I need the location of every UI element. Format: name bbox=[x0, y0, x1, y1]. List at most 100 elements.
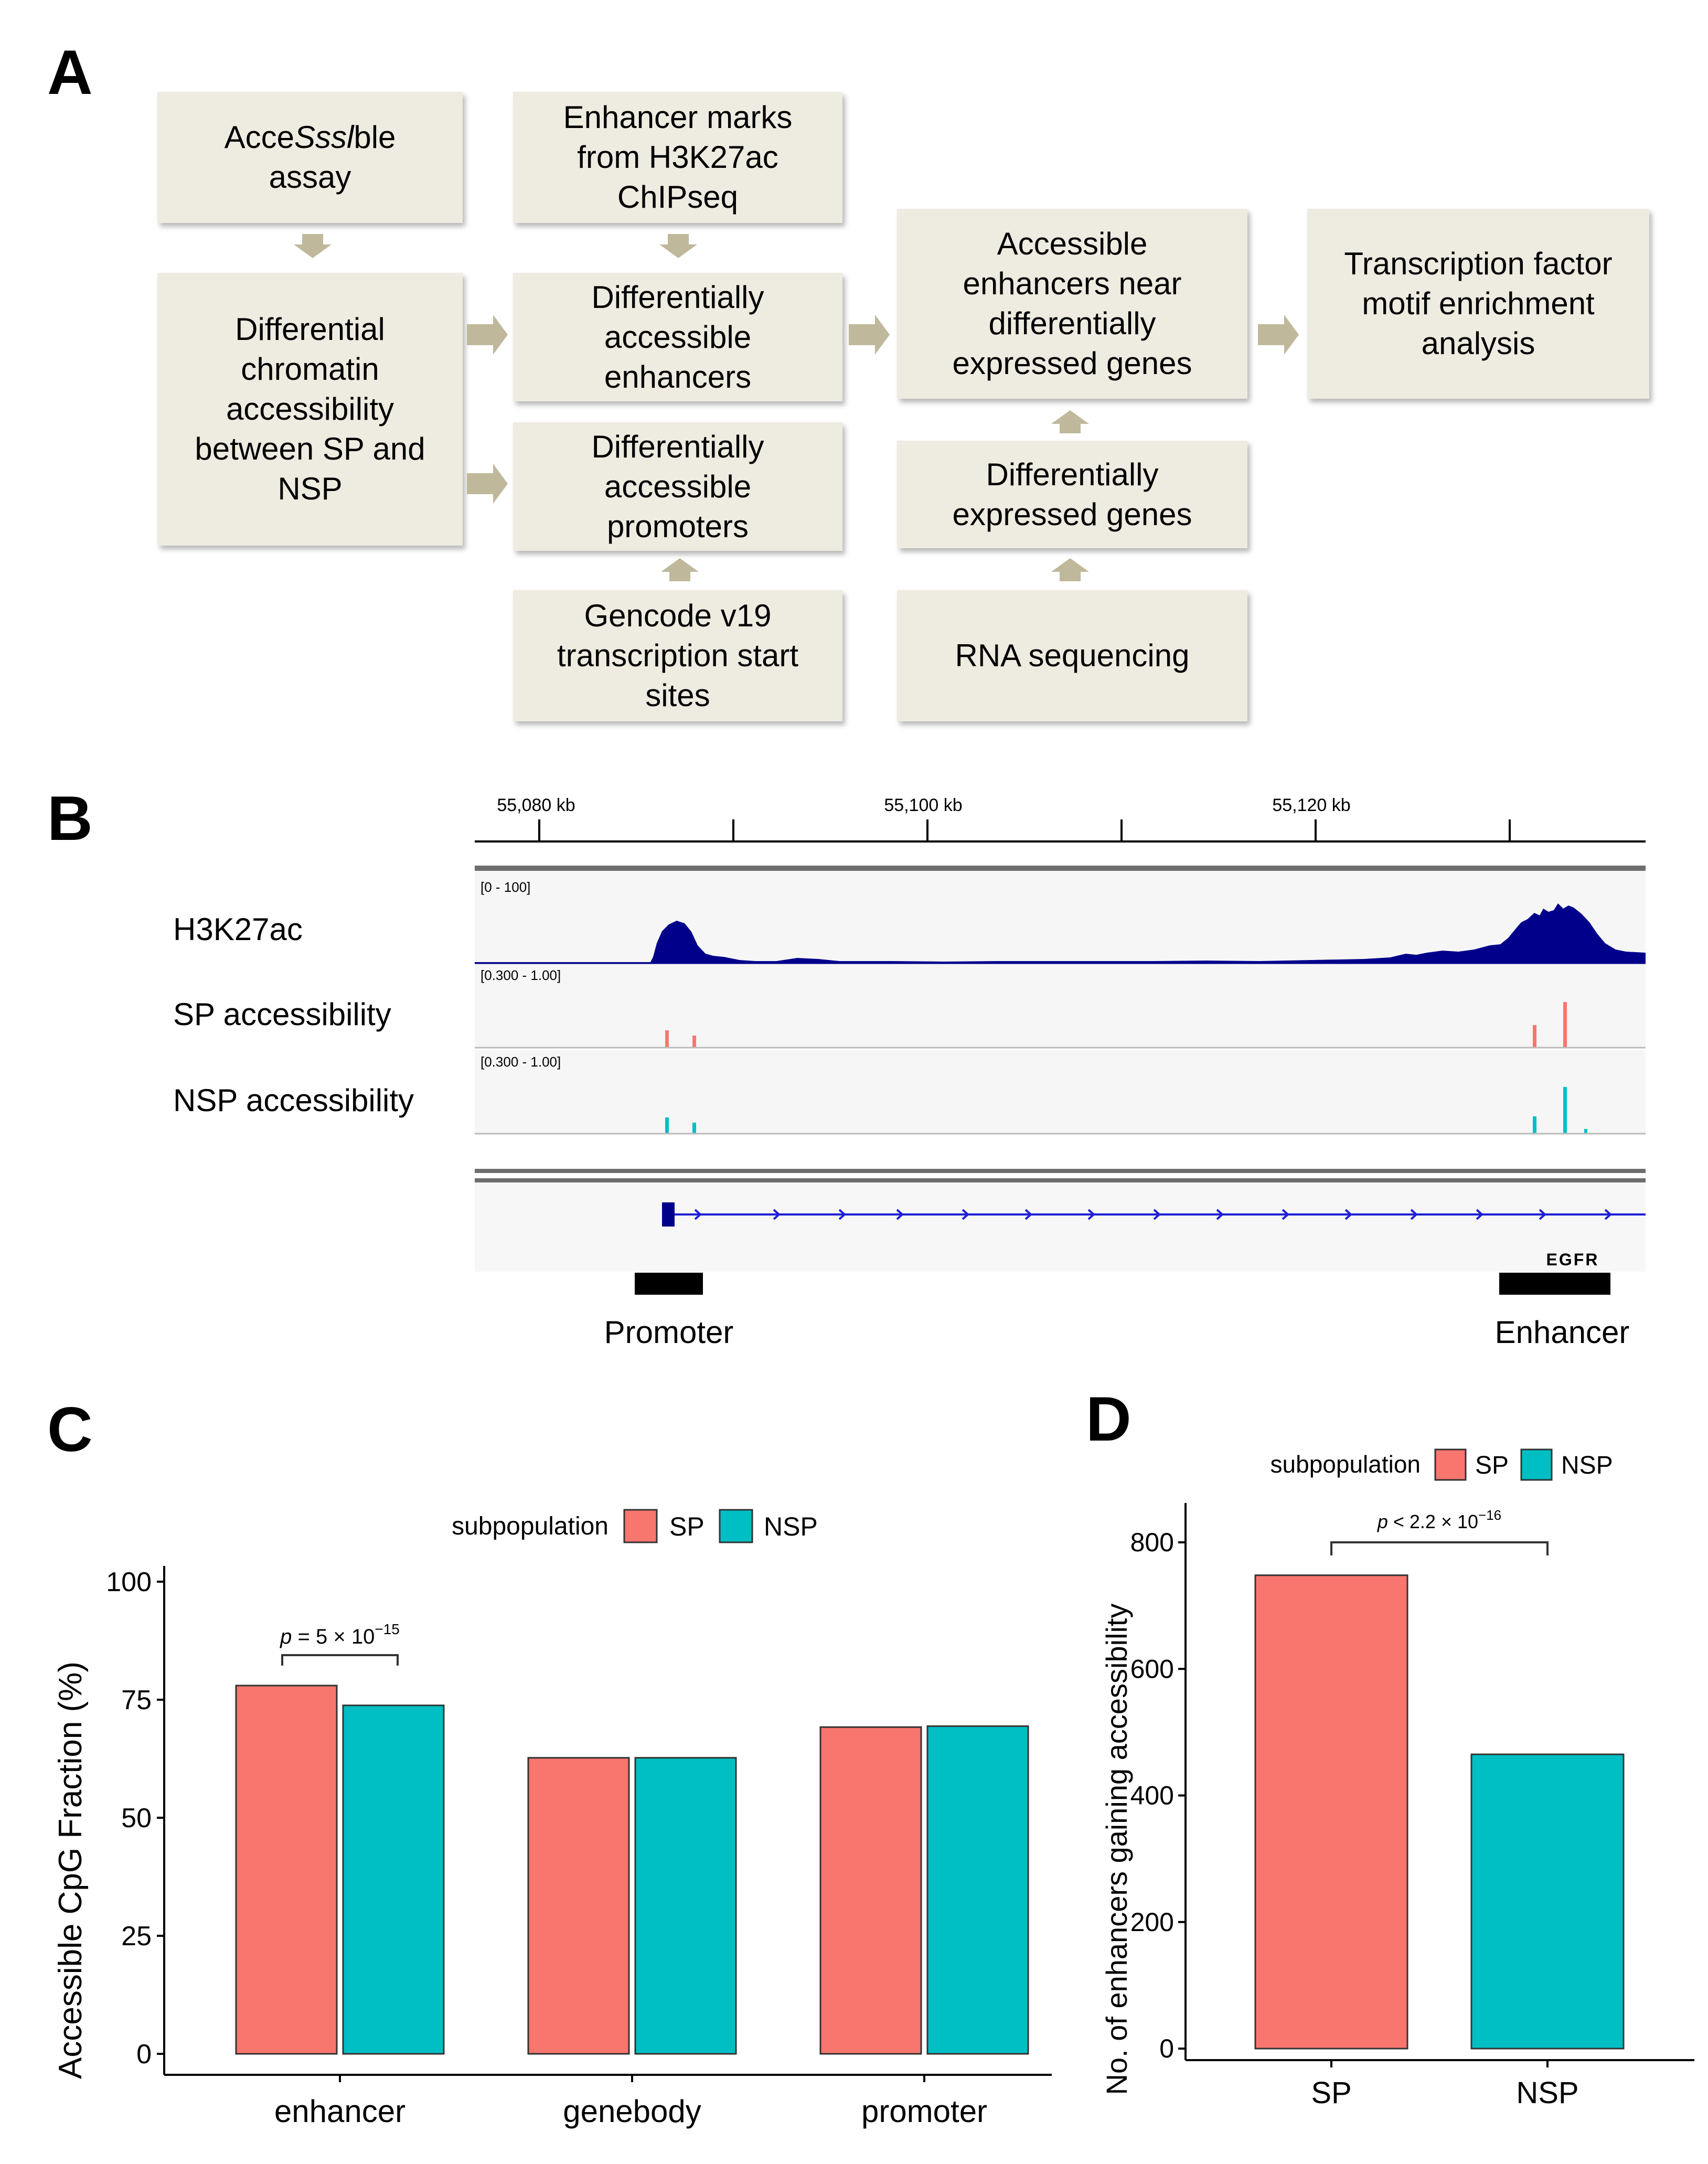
bar-promoter-nsp bbox=[926, 1725, 1029, 2055]
chevron-right-icon bbox=[838, 1209, 846, 1220]
flow-box-diff-promoters: Differentially accessible promoters bbox=[513, 422, 842, 551]
y-tick-label: 400 bbox=[1130, 1781, 1174, 1810]
flow-line: accessible bbox=[604, 468, 752, 504]
chevron-right-icon bbox=[1282, 1209, 1289, 1220]
flow-line: accessible bbox=[604, 319, 752, 355]
flow-box-gencode: Gencode v19 transcription start sites bbox=[513, 590, 842, 721]
chevron-right-icon bbox=[1539, 1209, 1546, 1220]
flow-box-motif: Transcription factor motif enrichment an… bbox=[1307, 209, 1649, 399]
legend-label-nsp: NSP bbox=[764, 1512, 818, 1541]
significance-label: p < 2.2 × 10−16 bbox=[1377, 1507, 1501, 1532]
track-label-nsp: NSP accessibility bbox=[173, 1083, 414, 1118]
bar-promoter-sp bbox=[819, 1726, 922, 2055]
flow-line: expressed genes bbox=[952, 346, 1192, 381]
y-tick-label: 100 bbox=[106, 1567, 152, 1597]
ruler-label: 55,080 kb bbox=[497, 795, 575, 815]
nsp-peak bbox=[1533, 1116, 1536, 1133]
arrow-right-icon bbox=[467, 315, 508, 355]
enhancer-label: Enhancer bbox=[1495, 1315, 1630, 1350]
arrow-up-icon bbox=[661, 558, 699, 581]
significance-bracket bbox=[1330, 1541, 1549, 1555]
gene-track-bg bbox=[475, 1182, 1646, 1272]
legend-label-sp: SP bbox=[669, 1512, 704, 1541]
legend-label-sp: SP bbox=[1475, 1452, 1509, 1479]
legend-swatch-sp bbox=[1434, 1448, 1467, 1481]
panel-letter-d: D bbox=[1086, 1384, 1131, 1454]
legend-swatch-nsp bbox=[719, 1509, 753, 1543]
chevron-right-icon bbox=[896, 1209, 904, 1220]
arrow-down-icon bbox=[659, 234, 697, 258]
y-axis-label: Accessible CpG Fraction (%) bbox=[52, 1661, 89, 2079]
bar-sp bbox=[1254, 1574, 1408, 2050]
flow-line: Differential bbox=[235, 312, 385, 347]
bar-genebody-nsp bbox=[634, 1757, 737, 2055]
bar-enhancer-sp bbox=[235, 1685, 338, 2055]
legend-swatch-nsp bbox=[1520, 1448, 1553, 1481]
flow-line: enhancers bbox=[604, 359, 752, 395]
chevron-right-icon bbox=[1476, 1209, 1483, 1220]
chevron-right-icon bbox=[1087, 1209, 1095, 1220]
accessible-part: ble bbox=[354, 120, 396, 155]
accessible-italic-part: Sssl bbox=[294, 120, 354, 155]
flow-line: sites bbox=[645, 678, 710, 713]
chevron-right-icon bbox=[694, 1209, 702, 1220]
flow-line: RNA sequencing bbox=[955, 638, 1190, 673]
flow-line: chromatin bbox=[241, 351, 379, 387]
chevron-right-icon bbox=[1024, 1209, 1032, 1220]
ruler-label: 55,100 kb bbox=[884, 795, 962, 815]
panel-letter-a: A bbox=[47, 37, 93, 108]
y-tick-label: 25 bbox=[121, 1921, 152, 1952]
flow-box-diff-enhancers: Differentially accessible enhancers bbox=[513, 273, 842, 401]
y-tick-label: 600 bbox=[1130, 1654, 1174, 1683]
sp-track-bg bbox=[475, 966, 1646, 1048]
flow-line: accessibility bbox=[226, 391, 394, 427]
flow-line: assay bbox=[269, 159, 351, 195]
p-symbol: p bbox=[1377, 1511, 1388, 1532]
p-value-text: = 5 × 10 bbox=[292, 1625, 375, 1648]
panel-letter-c: C bbox=[47, 1394, 93, 1465]
track-range: [0.300 - 1.00] bbox=[481, 967, 561, 983]
chart-c: subpopulation SP NSP Accessible CpG Frac… bbox=[52, 1509, 1052, 2129]
chevron-right-icon bbox=[1216, 1209, 1224, 1220]
flow-box-diff-expressed: Differentially expressed genes bbox=[897, 441, 1247, 548]
track-separator bbox=[475, 866, 1646, 871]
flow-box-differential-chromatin: Differential chromatin accessibility bet… bbox=[157, 273, 463, 546]
flow-line: expressed genes bbox=[952, 496, 1192, 532]
flow-line: Accessible bbox=[997, 226, 1148, 261]
flow-line: Differentially bbox=[591, 429, 764, 464]
arrow-right-icon bbox=[467, 464, 508, 504]
sp-peak bbox=[1563, 1002, 1567, 1047]
sp-peak bbox=[692, 1036, 696, 1047]
bar-enhancer-nsp bbox=[342, 1704, 445, 2055]
ruler-area bbox=[475, 783, 1646, 841]
arrow-right-icon bbox=[849, 315, 890, 355]
x-tick-label: genebody bbox=[563, 2094, 701, 2129]
flow-line: analysis bbox=[1421, 326, 1535, 361]
y-tick-label: 75 bbox=[121, 1685, 152, 1715]
chevron-right-icon bbox=[773, 1209, 781, 1220]
p-exponent: −16 bbox=[1478, 1507, 1501, 1523]
arrow-up-icon bbox=[1051, 410, 1089, 433]
p-value-text: < 2.2 × 10 bbox=[1388, 1511, 1478, 1532]
y-tick-label: 200 bbox=[1130, 1907, 1174, 1937]
significance-label: p = 5 × 10−15 bbox=[280, 1621, 400, 1648]
x-tick-label: SP bbox=[1311, 2076, 1351, 2110]
x-tick-label: NSP bbox=[1516, 2076, 1578, 2110]
flow-line: Differentially bbox=[986, 456, 1159, 492]
p-symbol: p bbox=[280, 1625, 292, 1648]
strand-arrows bbox=[694, 1209, 1612, 1220]
nsp-peak bbox=[1563, 1087, 1567, 1133]
chevron-right-icon bbox=[1344, 1209, 1352, 1220]
nsp-peak bbox=[692, 1123, 696, 1133]
track-separator bbox=[475, 1178, 1646, 1182]
flow-line: motif enrichment bbox=[1362, 286, 1595, 321]
genome-browser: 55,080 kb 55,100 kb 55,120 kb [0 - 100] … bbox=[173, 783, 1646, 1350]
legend-title: subpopulation bbox=[1271, 1451, 1421, 1478]
flow-arrows bbox=[294, 234, 1299, 581]
accessible-part: Acce bbox=[224, 120, 294, 155]
egfr-exon bbox=[662, 1202, 675, 1227]
flow-line: ChIPseq bbox=[617, 179, 739, 215]
chevron-right-icon bbox=[1604, 1209, 1612, 1220]
flow-line: promoters bbox=[606, 508, 749, 544]
promoter-label: Promoter bbox=[604, 1315, 734, 1350]
